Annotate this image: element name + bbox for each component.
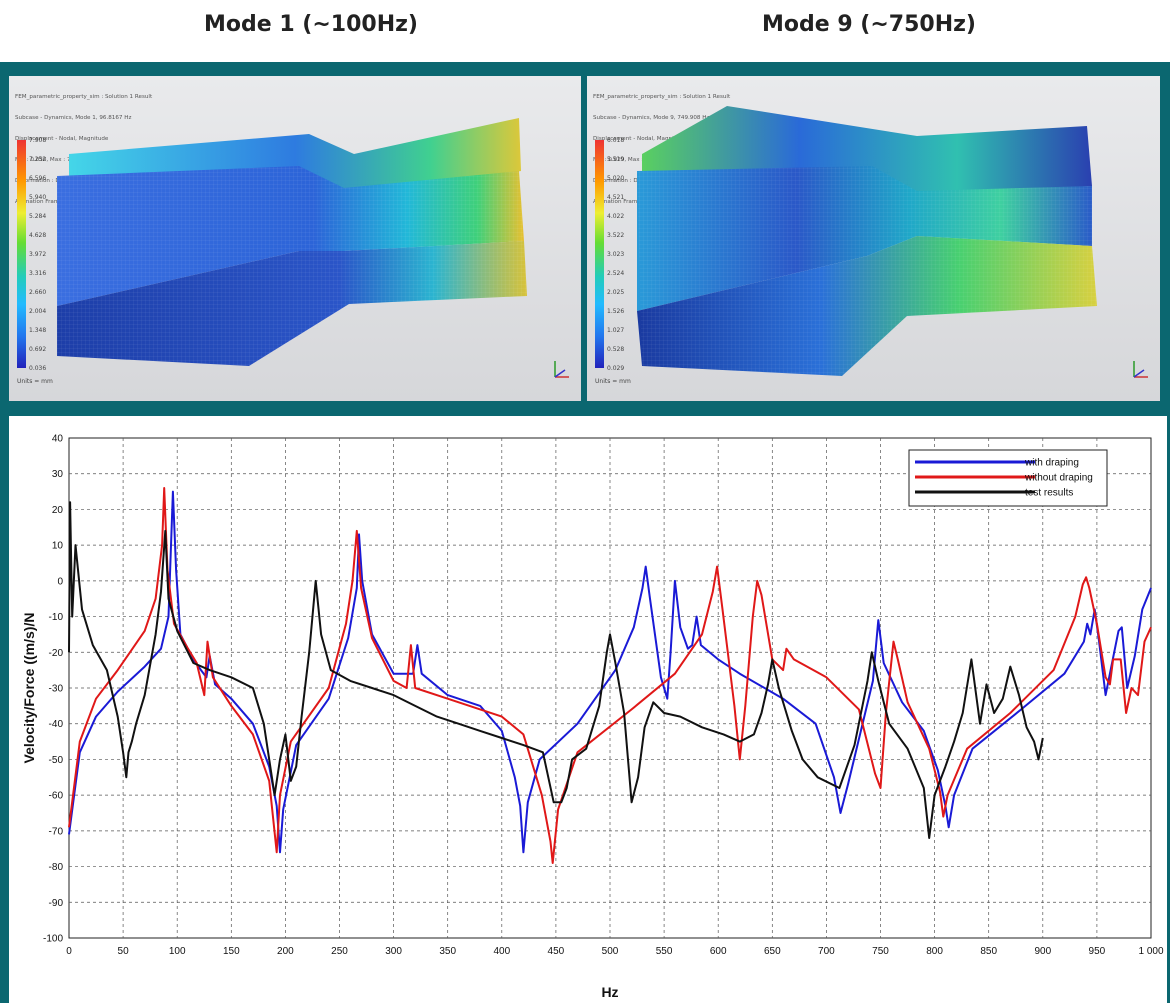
frf-chart-area: 0 50 100 150 200 250 300 350 400 450 500 550 600 650 7… [9, 416, 1167, 1003]
x-tick-label: 650 [764, 946, 781, 957]
y-axis-label: Velocity/Force ((m/s)/N [21, 613, 37, 764]
x-tick-label: 750 [872, 946, 889, 957]
x-tick-label: 900 [1034, 946, 1051, 957]
fem-header-line: FEM_parametric_property_sim : Solution 1… [593, 94, 731, 100]
fem-header-line: FEM_parametric_property_sim : Solution 1… [15, 94, 153, 100]
x-tick-label: 450 [548, 946, 565, 957]
x-tick-label: 700 [818, 946, 835, 957]
color-scale-label: 2.025 [607, 289, 625, 296]
color-scale-label: 7.252 [29, 156, 47, 163]
x-tick-label: 300 [385, 946, 402, 957]
x-tick-label: 550 [656, 946, 673, 957]
color-scale-label: 3.023 [607, 251, 625, 258]
fem-header-line: Subcase - Dynamics, Mode 1, 96.8167 Hz [15, 115, 132, 121]
x-tick-label: 100 [169, 946, 186, 957]
x-tick-label: 250 [331, 946, 348, 957]
color-scale-label: 1.027 [607, 327, 625, 334]
color-scale-label: 5.284 [29, 213, 47, 220]
fem-mode-9-panel: FEM_parametric_property_sim : Solution 1… [587, 76, 1160, 401]
legend-label: without draping [1024, 473, 1093, 484]
color-scale-label: 2.524 [607, 270, 625, 277]
chart-legend: with draping without draping test results [908, 449, 1108, 507]
color-scale-label: 3.316 [29, 270, 47, 277]
color-scale-label: 5.020 [607, 175, 625, 182]
color-scale-label: 2.660 [29, 289, 47, 296]
fem-mesh-overlay [57, 166, 527, 366]
fem-units-label: Units = mm [595, 378, 631, 385]
color-scale-label: 7.908 [29, 137, 47, 144]
color-scale-label: 1.526 [607, 308, 625, 315]
color-scale-label: 0.036 [29, 365, 47, 372]
fem-mesh-overlay [637, 166, 1097, 376]
y-tick-label: 10 [52, 541, 64, 552]
y-tick-label: 30 [52, 469, 64, 480]
chart-ticks: 0 50 100 150 200 250 300 350 400 450 500 550 600 650 7… [43, 434, 1164, 958]
y-tick-label: -40 [49, 719, 64, 730]
chart-grid [68, 437, 1152, 939]
color-scale-label: 0.029 [607, 365, 625, 372]
chart-series [68, 487, 1152, 864]
y-tick-label: -70 [49, 826, 64, 837]
y-tick-label: -20 [49, 648, 64, 659]
x-tick-label: 500 [602, 946, 619, 957]
color-scale-label: 2.004 [29, 308, 47, 315]
color-scale-label: 0.528 [607, 346, 625, 353]
y-tick-label: -90 [49, 898, 64, 909]
mode-1-title: Mode 1 (~100Hz) [204, 12, 418, 37]
x-tick-label: 200 [277, 946, 294, 957]
color-scale-label: 4.022 [607, 213, 625, 220]
x-tick-label: 950 [1089, 946, 1106, 957]
fem-units-label: Units = mm [17, 378, 53, 385]
series-line-test-results [68, 501, 1044, 839]
x-tick-label: 800 [926, 946, 943, 957]
color-scale-bar [595, 140, 604, 368]
y-tick-label: -30 [49, 684, 64, 695]
color-scale-label: 6.018 [607, 137, 625, 144]
color-scale-label: 4.521 [607, 194, 625, 201]
fem-mesh-plot [637, 106, 1097, 376]
x-tick-label: 150 [223, 946, 240, 957]
axis-triad-icon [554, 361, 569, 378]
color-scale-label: 6.596 [29, 175, 47, 182]
color-scale-label: 1.348 [29, 327, 47, 334]
y-tick-label: -10 [49, 612, 64, 623]
legend-label: test results [1025, 488, 1073, 499]
fem-header-line: Displacement - Nodal, Magnitude [15, 136, 109, 142]
color-scale-bar [17, 140, 26, 368]
y-tick-label: 0 [57, 576, 63, 587]
color-scale-label: 0.692 [29, 346, 47, 353]
y-tick-label: -80 [49, 862, 64, 873]
y-tick-label: -100 [43, 934, 63, 945]
x-axis-label: Hz [601, 984, 618, 1000]
x-tick-label: 1 000 [1138, 946, 1163, 957]
color-scale-label: 3.972 [29, 251, 47, 258]
y-tick-label: 40 [52, 434, 64, 445]
x-tick-label: 400 [493, 946, 510, 957]
x-tick-label: 600 [710, 946, 727, 957]
x-tick-label: 50 [118, 946, 130, 957]
x-tick-label: 850 [980, 946, 997, 957]
fem-mode-1-panel: FEM_parametric_property_sim : Solution 1… [9, 76, 581, 401]
mode-9-title: Mode 9 (~750Hz) [762, 12, 976, 37]
color-scale-label: 5.940 [29, 194, 47, 201]
axis-triad-icon [1133, 361, 1148, 378]
fem-mesh-plot [57, 118, 527, 366]
x-tick-label: 350 [439, 946, 456, 957]
y-tick-label: -50 [49, 755, 64, 766]
color-scale-label: 4.628 [29, 232, 47, 239]
color-scale-label: 5.519 [607, 156, 625, 163]
y-tick-label: 20 [52, 505, 64, 516]
frf-chart: 0 50 100 150 200 250 300 350 400 450 500 550 600 650 7… [21, 434, 1164, 1001]
color-scale-label: 3.522 [607, 232, 625, 239]
x-tick-label: 0 [66, 946, 72, 957]
y-tick-label: -60 [49, 791, 64, 802]
legend-label: with draping [1024, 458, 1079, 469]
series-line-without-draping [68, 487, 1152, 864]
figure-frame: FEM_parametric_property_sim : Solution 1… [0, 62, 1170, 1003]
